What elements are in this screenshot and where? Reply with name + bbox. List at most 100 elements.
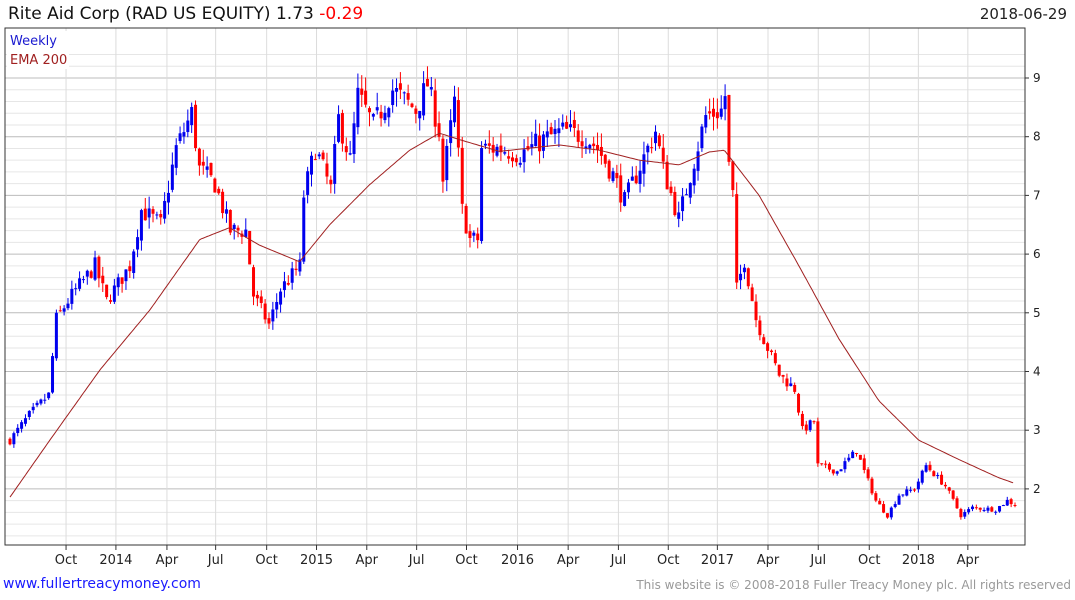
plot-frame [4, 27, 1026, 546]
candle-down [329, 179, 333, 185]
candle-up [39, 399, 43, 404]
y-tick-label: 8 [1033, 130, 1041, 144]
candle-down [882, 504, 886, 513]
candle-up [190, 107, 194, 126]
candle-up [623, 192, 627, 206]
candle-up [530, 144, 534, 148]
chart-title: Rite Aid Corp (RAD US EQUITY) 1.73 -0.29 [8, 4, 363, 24]
candle-down [858, 454, 862, 460]
candle-up [982, 509, 986, 511]
legend-box [7, 31, 69, 69]
candle-down [194, 104, 198, 149]
candle-up [893, 504, 897, 507]
candle-up [383, 112, 387, 121]
x-tick-label: 2016 [501, 553, 534, 568]
candle-up [889, 507, 893, 518]
candle-up [337, 114, 341, 142]
legend-ema: EMA 200 [10, 53, 67, 68]
candle-down [827, 463, 831, 470]
candle-down [758, 320, 762, 336]
candle-down [398, 83, 402, 90]
candle-up [970, 506, 974, 510]
candle-down [793, 384, 797, 392]
candle-down [974, 507, 978, 509]
candle-down [576, 130, 580, 142]
candle-down [596, 144, 600, 150]
candle-up [232, 224, 236, 230]
candle-down [913, 489, 916, 491]
candle-down [1013, 505, 1017, 507]
candle-up [116, 277, 120, 288]
candle-down [259, 296, 263, 304]
candle-down [406, 93, 410, 100]
candle-up [654, 131, 658, 144]
candle-up [472, 232, 476, 236]
candle-up [704, 115, 708, 128]
candle-down [143, 208, 147, 221]
candle-up [16, 427, 20, 434]
price-change: -0.29 [319, 4, 364, 24]
candle-down [657, 135, 661, 147]
x-tick-label: 2017 [701, 553, 734, 568]
candle-up [719, 108, 723, 117]
candle-down [209, 162, 213, 176]
candle-up [174, 145, 178, 168]
candle-up [166, 192, 170, 203]
candle-up [901, 494, 905, 496]
candle-up [54, 312, 58, 359]
candle-down [603, 154, 607, 164]
candle-up [541, 134, 545, 151]
candle-down [731, 161, 735, 191]
x-tick-label: Jul [408, 553, 425, 568]
candle-down [294, 268, 298, 270]
candle-up [626, 182, 630, 193]
y-tick-label: 4 [1033, 365, 1041, 379]
candle-up [700, 126, 704, 149]
candle-down [410, 103, 414, 107]
candle-down [460, 147, 464, 204]
candle-up [132, 251, 136, 274]
candle-down [468, 231, 472, 239]
site-link[interactable]: www.fullertreacymoney.com [3, 576, 201, 592]
chart-date: 2018-06-29 [979, 5, 1067, 23]
y-tick-label: 2 [1033, 482, 1041, 496]
candle-up [642, 154, 646, 174]
candle-down [607, 160, 611, 179]
candle-down [800, 413, 804, 427]
candle-down [831, 469, 835, 474]
y-tick-label: 5 [1033, 306, 1041, 320]
candle-down [773, 353, 777, 364]
y-tick-label: 9 [1033, 71, 1041, 85]
candle-up [905, 489, 909, 496]
candle-down [781, 374, 785, 377]
candle-up [51, 356, 55, 393]
candle-down [650, 147, 654, 149]
candle-up [561, 122, 565, 127]
candle-up [391, 90, 395, 106]
candle-down [58, 310, 62, 312]
last-price: 1.73 [275, 4, 314, 24]
candle-down [441, 138, 445, 182]
candle-up [480, 148, 484, 242]
x-tick-label: Apr [356, 553, 379, 568]
candle-up [789, 383, 793, 387]
candle-up [681, 196, 685, 212]
candle-up [35, 402, 39, 406]
candle-down [105, 284, 109, 298]
candle-down [255, 294, 259, 299]
candle-up [66, 303, 70, 309]
candle-up [70, 288, 74, 304]
candle-up [584, 146, 588, 149]
candle-down [785, 378, 789, 387]
candle-down [433, 90, 437, 127]
candle-down [824, 463, 828, 465]
candle-up [422, 83, 426, 116]
candle-down [990, 507, 994, 512]
candle-down [197, 148, 201, 166]
legend-weekly: Weekly [10, 34, 57, 49]
candle-up [646, 145, 650, 153]
candle-down [665, 161, 669, 190]
candle-down [943, 484, 947, 487]
candle-down [217, 188, 221, 194]
candle-down [367, 108, 371, 113]
